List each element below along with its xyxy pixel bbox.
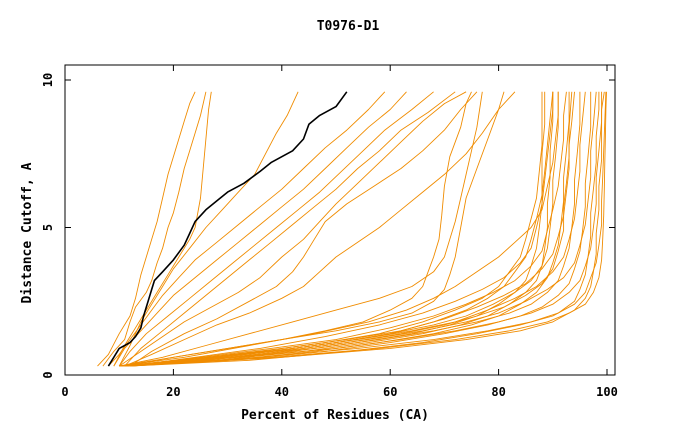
x-tick-label-3: 60 xyxy=(383,385,397,399)
series-line-21 xyxy=(119,91,559,367)
series-line-30 xyxy=(119,91,607,367)
y-axis-label: Distance Cutoff, A xyxy=(20,162,35,303)
series-line-3 xyxy=(113,91,212,367)
x-tick-label-5: 100 xyxy=(596,385,618,399)
series-line-5 xyxy=(108,91,386,367)
y-axis: 0 5 10 xyxy=(41,73,615,379)
series-line-10 xyxy=(129,91,478,367)
x-axis: 0 20 40 60 80 100 xyxy=(61,65,618,399)
y-tick-label-2: 10 xyxy=(41,73,55,87)
x-tick-label-0: 0 xyxy=(61,385,68,399)
x-axis-label: Percent of Residues (CA) xyxy=(241,408,429,423)
series-line-7 xyxy=(118,91,434,367)
series-line-15 xyxy=(119,91,559,367)
series-line-4 xyxy=(118,91,299,367)
series-line-1 xyxy=(102,91,207,367)
chart-title: T0976-D1 xyxy=(317,19,380,34)
series-line-13 xyxy=(119,91,505,367)
series-line-9 xyxy=(118,91,467,367)
series-line-28 xyxy=(129,91,554,367)
series-line-34 xyxy=(129,91,570,367)
x-tick-label-2: 40 xyxy=(275,385,289,399)
y-tick-label-1: 5 xyxy=(41,224,55,231)
plot-frame xyxy=(64,64,616,376)
series-line-26 xyxy=(124,91,600,367)
series-line-11 xyxy=(124,91,516,367)
series-line-8 xyxy=(124,91,456,367)
series-line-16 xyxy=(129,91,554,367)
series-line-12 xyxy=(119,91,483,367)
x-tick-label-1: 20 xyxy=(166,385,180,399)
series-line-31 xyxy=(129,91,605,367)
series-line-32 xyxy=(124,91,554,367)
series-line-17 xyxy=(124,91,567,367)
series-line-6 xyxy=(113,91,407,367)
series-layer xyxy=(97,91,607,367)
series-line-33 xyxy=(119,91,543,367)
y-tick-label-0: 0 xyxy=(41,371,55,378)
series-line-2 xyxy=(97,91,196,367)
series-line-14 xyxy=(124,91,472,367)
series-line-highlight xyxy=(107,91,348,367)
series-line-25 xyxy=(129,91,607,367)
series-line-22 xyxy=(129,91,573,367)
x-tick-label-4: 80 xyxy=(491,385,505,399)
series-line-18 xyxy=(119,91,575,367)
series-line-29 xyxy=(124,91,546,367)
series-line-23 xyxy=(124,91,581,367)
series-line-27 xyxy=(119,91,592,367)
